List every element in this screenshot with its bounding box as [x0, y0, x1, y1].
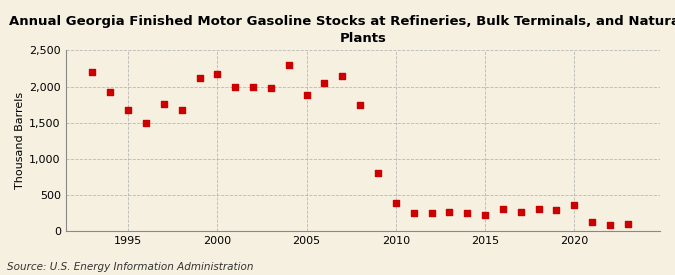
- Point: [373, 171, 383, 176]
- Point: [123, 108, 134, 113]
- Point: [516, 210, 526, 214]
- Point: [533, 207, 544, 211]
- Point: [194, 76, 205, 80]
- Text: Source: U.S. Energy Information Administration: Source: U.S. Energy Information Administ…: [7, 262, 253, 272]
- Point: [622, 222, 633, 226]
- Point: [587, 220, 597, 224]
- Point: [230, 84, 240, 89]
- Point: [140, 120, 151, 125]
- Point: [390, 201, 401, 205]
- Point: [426, 210, 437, 215]
- Point: [248, 84, 259, 89]
- Point: [176, 108, 187, 112]
- Y-axis label: Thousand Barrels: Thousand Barrels: [15, 92, 25, 189]
- Point: [337, 73, 348, 78]
- Point: [551, 207, 562, 212]
- Point: [497, 207, 508, 211]
- Point: [284, 63, 294, 67]
- Point: [319, 81, 330, 85]
- Point: [265, 86, 276, 90]
- Point: [355, 103, 366, 108]
- Title: Annual Georgia Finished Motor Gasoline Stocks at Refineries, Bulk Terminals, and: Annual Georgia Finished Motor Gasoline S…: [9, 15, 675, 45]
- Point: [444, 210, 455, 214]
- Point: [105, 89, 115, 94]
- Point: [462, 210, 472, 215]
- Point: [301, 93, 312, 97]
- Point: [480, 213, 491, 218]
- Point: [212, 72, 223, 76]
- Point: [408, 210, 419, 215]
- Point: [569, 202, 580, 207]
- Point: [159, 102, 169, 106]
- Point: [87, 70, 98, 74]
- Point: [605, 222, 616, 227]
